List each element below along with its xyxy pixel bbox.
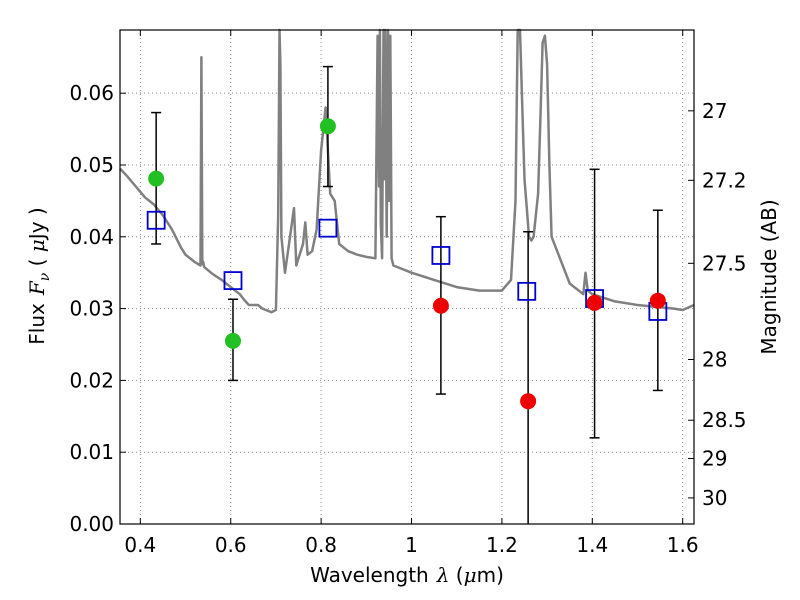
y2-tick-label: 29 bbox=[702, 447, 727, 471]
x-axis-label-unit: m) bbox=[477, 563, 504, 587]
y2-tick-labels: 27 27.2 27.5 28 28.5 29 30 bbox=[702, 99, 747, 510]
data-point-green bbox=[319, 118, 336, 135]
data-point-red bbox=[586, 294, 603, 311]
y-tick-label: 0.03 bbox=[69, 297, 114, 321]
y2-tick-label: 27.5 bbox=[702, 251, 747, 275]
model-square-marker bbox=[223, 271, 243, 290]
data-point-green bbox=[148, 170, 165, 187]
y2-tick-label: 27 bbox=[702, 99, 727, 123]
plot-background bbox=[120, 30, 694, 524]
x-tick-labels: 0.4 0.6 0.8 1 1.2 1.4 1.6 bbox=[124, 533, 698, 557]
y-tick-labels: 0.00 0.01 0.02 0.03 0.04 0.05 0.06 bbox=[69, 81, 114, 536]
y2-axis-label: Magnitude (AB) bbox=[757, 199, 781, 354]
model-square-marker bbox=[146, 210, 166, 230]
x-tick-label: 0.4 bbox=[124, 533, 156, 557]
x-axis-label-symbol: λ bbox=[436, 563, 450, 587]
y-axis-label: Flux Fν ( μJy ) bbox=[25, 207, 53, 344]
model-square-marker bbox=[318, 218, 338, 238]
data-point-red bbox=[520, 393, 537, 410]
y-axis-label-pre: Flux bbox=[25, 303, 49, 345]
x-tick-label: 0.8 bbox=[305, 533, 337, 557]
y-tick-label: 0.05 bbox=[69, 153, 114, 177]
y-axis-label-symbol: F bbox=[25, 280, 49, 296]
y-tick-label: 0.02 bbox=[69, 368, 114, 392]
x-axis-label-pre: Wavelength bbox=[310, 563, 429, 587]
plot-frame bbox=[119, 29, 695, 525]
x-axis-label-open: ( bbox=[449, 563, 463, 587]
y-tick-label: 0.01 bbox=[69, 440, 114, 464]
spectrum-line bbox=[119, 28, 695, 314]
axis-ticks bbox=[120, 30, 694, 525]
model-square-marker bbox=[517, 281, 537, 301]
y-axis-label-unit: Jy ) bbox=[25, 207, 49, 241]
data-points bbox=[148, 118, 666, 410]
y2-tick-label: 27.2 bbox=[702, 168, 747, 192]
y-axis-label-sub: ν bbox=[37, 272, 53, 281]
spectrum-series bbox=[119, 28, 695, 314]
data-point-green bbox=[224, 332, 241, 349]
y-axis-label-open: ( bbox=[25, 252, 49, 273]
model-square-marker bbox=[431, 246, 451, 265]
x-tick-label: 1.4 bbox=[576, 533, 608, 557]
y2-tick-label: 28.5 bbox=[702, 408, 747, 432]
y2-tick-label: 30 bbox=[702, 486, 727, 510]
y2-tick-label: 28 bbox=[702, 348, 727, 372]
y-axis-label-mu: μ bbox=[25, 239, 49, 252]
x-tick-label: 0.6 bbox=[215, 533, 247, 557]
data-point-red bbox=[649, 292, 666, 309]
x-axis-label-mu: μ bbox=[464, 563, 477, 587]
x-axis-label: Wavelength λ (μm) bbox=[310, 563, 504, 587]
y-tick-label: 0.00 bbox=[69, 512, 114, 536]
data-point-red bbox=[432, 297, 449, 314]
x-tick-label: 1.6 bbox=[667, 533, 699, 557]
y-tick-label: 0.04 bbox=[69, 225, 114, 249]
x-tick-label: 1.2 bbox=[486, 533, 518, 557]
x-tick-label: 1 bbox=[405, 533, 418, 557]
y-tick-label: 0.06 bbox=[69, 81, 114, 105]
